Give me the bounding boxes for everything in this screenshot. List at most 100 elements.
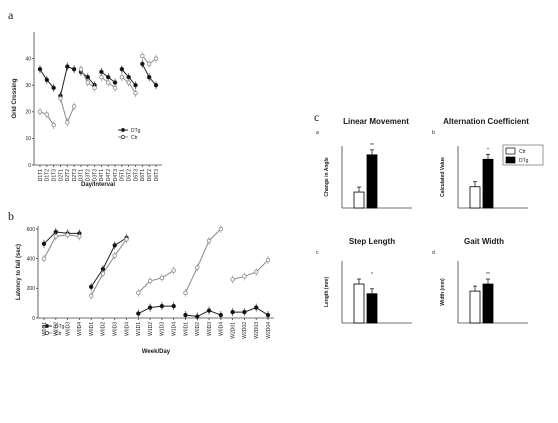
c-a-letter: a <box>316 130 319 136</box>
a-point-Ctr <box>37 109 43 114</box>
b-series-line-DTg <box>90 237 127 288</box>
a-point-DTg <box>99 69 104 75</box>
c-a-y-axis-label: Change in Angle <box>324 157 330 196</box>
a-legend-marker <box>121 128 125 132</box>
c-c-significance: * <box>371 272 373 278</box>
b-x-tick-label: W1D4 <box>171 322 177 336</box>
a-point-DTg <box>85 75 90 80</box>
b-point-Ctr <box>65 232 70 238</box>
b-point-DTg <box>183 312 188 318</box>
a-x-tick-label: D5T3 <box>133 169 139 181</box>
b-point-DTg <box>41 241 47 247</box>
b-series-line-DTg <box>232 307 269 316</box>
b-x-tick-label: W0D1 <box>42 322 48 336</box>
b-x-tick-label: W2D01 <box>230 322 236 339</box>
a-series-line-DTg <box>59 65 75 96</box>
b-point-Ctr <box>195 265 200 270</box>
b-point-DTg <box>112 243 117 248</box>
a-point-DTg <box>146 75 152 80</box>
b-series-line-DTg <box>138 305 174 314</box>
b-x-tick-label: W0D4 <box>219 322 225 336</box>
b-x-tick-label: W0D4 <box>77 322 83 336</box>
c-b-legend-label: DTg <box>519 158 529 164</box>
b-x-tick-label: W2D02 <box>242 322 248 339</box>
b-series-line-Ctr <box>232 259 269 280</box>
b-y-tick-label: 400 <box>27 256 36 262</box>
a-point-DTg <box>119 67 125 72</box>
a-point-Ctr <box>44 112 50 117</box>
a-x-tick-label: D4T3 <box>113 169 119 181</box>
a-x-tick-label: D5T2 <box>127 169 133 181</box>
a-x-tick-label: D5T1 <box>120 169 126 181</box>
a-x-tick-label: D1T3 <box>51 169 57 181</box>
a-point-Ctr <box>71 104 77 109</box>
b-point-Ctr <box>136 290 141 295</box>
b-point-Ctr <box>88 293 94 298</box>
b-series-line-Ctr <box>43 234 80 259</box>
a-point-Ctr <box>92 85 97 91</box>
a-x-tick-label: D2T1 <box>58 169 64 181</box>
a-x-tick-label: D3T1 <box>79 169 85 181</box>
a-point-Ctr <box>153 56 159 61</box>
c-d-y-axis-label: Width (mm) <box>440 278 446 306</box>
b-x-tick-label: W0D2 <box>195 322 201 336</box>
b-series-line-Ctr <box>185 228 222 293</box>
c-c-letter: c <box>316 250 319 256</box>
a-point-DTg <box>140 61 145 67</box>
b-series-line-Ctr <box>90 239 127 296</box>
panel-letter-b: b <box>8 209 14 223</box>
b-point-Ctr <box>100 271 106 276</box>
a-point-DTg <box>112 80 118 85</box>
a-point-Ctr <box>78 67 84 72</box>
a-point-DTg <box>153 82 159 88</box>
a-point-Ctr <box>112 85 118 91</box>
b-point-Ctr <box>218 226 224 232</box>
c-c-title: Step Length <box>349 237 395 246</box>
b-point-DTg <box>254 305 259 310</box>
a-x-tick-label: D1T1 <box>38 169 44 181</box>
c-b-legend-label: Ctr <box>519 149 526 155</box>
c-b-legend-swatch <box>505 147 516 155</box>
a-point-Ctr <box>126 80 131 85</box>
a-x-axis-label: Day/Interval <box>81 182 115 188</box>
b-x-tick-label: W0D3 <box>113 322 119 336</box>
a-point-Ctr <box>146 61 152 67</box>
a-x-tick-label: D1T2 <box>45 169 51 181</box>
b-point-Ctr <box>254 269 259 275</box>
a-point-Ctr <box>58 96 63 101</box>
a-point-DTg <box>106 75 111 80</box>
b-x-tick-label: W0D1 <box>89 322 95 336</box>
a-y-tick-label: 30 <box>25 83 31 89</box>
c-b-significance: * <box>487 147 489 153</box>
b-legend-label: DTg <box>55 324 65 330</box>
b-y-tick-label: 200 <box>27 286 36 292</box>
a-x-tick-label: D2T3 <box>72 169 78 181</box>
a-x-tick-label: D3T2 <box>86 169 92 181</box>
c-c-bar-Ctr <box>353 283 365 324</box>
b-legend-marker <box>45 324 49 328</box>
c-d-significance: ** <box>486 272 490 278</box>
b-x-tick-label: W2D04 <box>266 322 272 339</box>
b-point-DTg <box>218 312 224 318</box>
c-a-bar-Ctr <box>353 191 365 209</box>
c-d-bar-Ctr <box>469 290 481 324</box>
c-d-letter: d <box>432 250 435 256</box>
b-point-Ctr <box>112 253 117 258</box>
b-point-Ctr <box>183 290 188 295</box>
b-y-tick-label: 0 <box>32 316 35 322</box>
b-point-DTg <box>230 309 235 315</box>
a-y-tick-label: 40 <box>25 56 31 62</box>
b-point-Ctr <box>124 237 129 242</box>
b-legend-label: Ctr <box>55 331 62 337</box>
c-a-bar-DTg <box>366 154 378 209</box>
c-d-title: Gait Width <box>464 237 504 246</box>
b-x-tick-label: W0D2 <box>54 322 60 336</box>
a-point-DTg <box>51 85 56 91</box>
c-b-letter: b <box>432 130 435 136</box>
a-point-Ctr <box>51 122 56 128</box>
a-x-tick-label: D6T3 <box>154 169 160 181</box>
a-legend-marker <box>121 135 125 139</box>
a-point-Ctr <box>65 120 70 125</box>
